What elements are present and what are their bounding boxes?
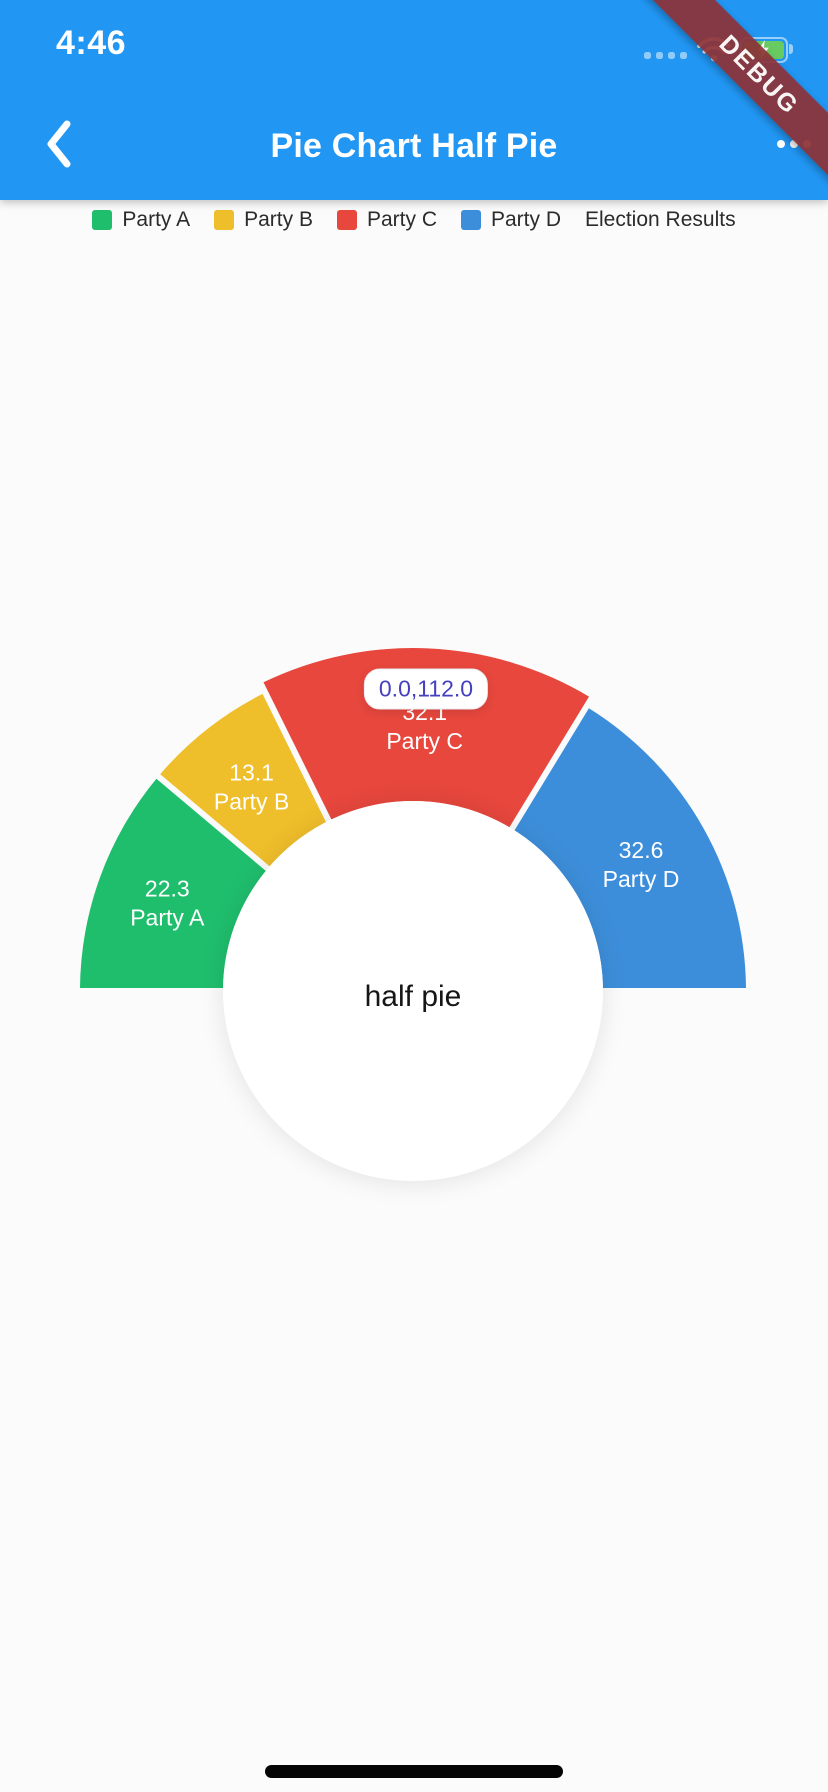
- ellipsis-dot: [790, 140, 798, 148]
- chart-legend: Party A Party B Party C Party D Election Res…: [0, 200, 828, 240]
- pie-center-circle: [223, 801, 603, 1181]
- pie-center-label: half pie: [364, 980, 462, 1013]
- pie-section-party-c[interactable]: [263, 648, 590, 828]
- ellipsis-dot: [777, 140, 785, 148]
- chart-title: Election Results: [585, 208, 736, 231]
- chart-tooltip: 0.0,112.0: [363, 668, 489, 710]
- pie-section-party-b[interactable]: [160, 693, 326, 867]
- pie-section-label-party-d: 32.6 Party D: [603, 837, 680, 892]
- pie-section-label-party-b: 13.1 Party B: [214, 759, 289, 814]
- legend-swatch: [92, 210, 113, 230]
- back-button[interactable]: [42, 118, 74, 170]
- battery-tip: [789, 44, 793, 54]
- legend-item-party-c: Party C: [336, 208, 437, 232]
- legend-item-party-b: Party B: [214, 208, 313, 232]
- legend-swatch: [214, 210, 235, 230]
- legend-swatch: [460, 210, 481, 230]
- legend-swatch: [336, 210, 357, 230]
- status-time: 4:46: [56, 24, 127, 62]
- home-indicator[interactable]: [265, 1765, 563, 1778]
- legend-item-party-d: Party D: [460, 208, 561, 232]
- pie-section-label-party-a: 22.3 Party A: [130, 875, 205, 930]
- legend-label: Party C: [366, 208, 437, 231]
- cellular-signal-icon: [644, 52, 687, 59]
- legend-label: Party B: [244, 208, 313, 231]
- chart-tooltip-text: 0.0,112.0: [378, 675, 474, 702]
- legend-label: Party A: [122, 208, 191, 231]
- legend-item-party-a: Party A: [92, 208, 190, 232]
- page-title: Pie Chart Half Pie: [270, 127, 558, 165]
- pie-section-party-a[interactable]: [80, 778, 266, 988]
- legend-label: Party D: [490, 208, 561, 231]
- pie-section-party-d[interactable]: [514, 708, 747, 988]
